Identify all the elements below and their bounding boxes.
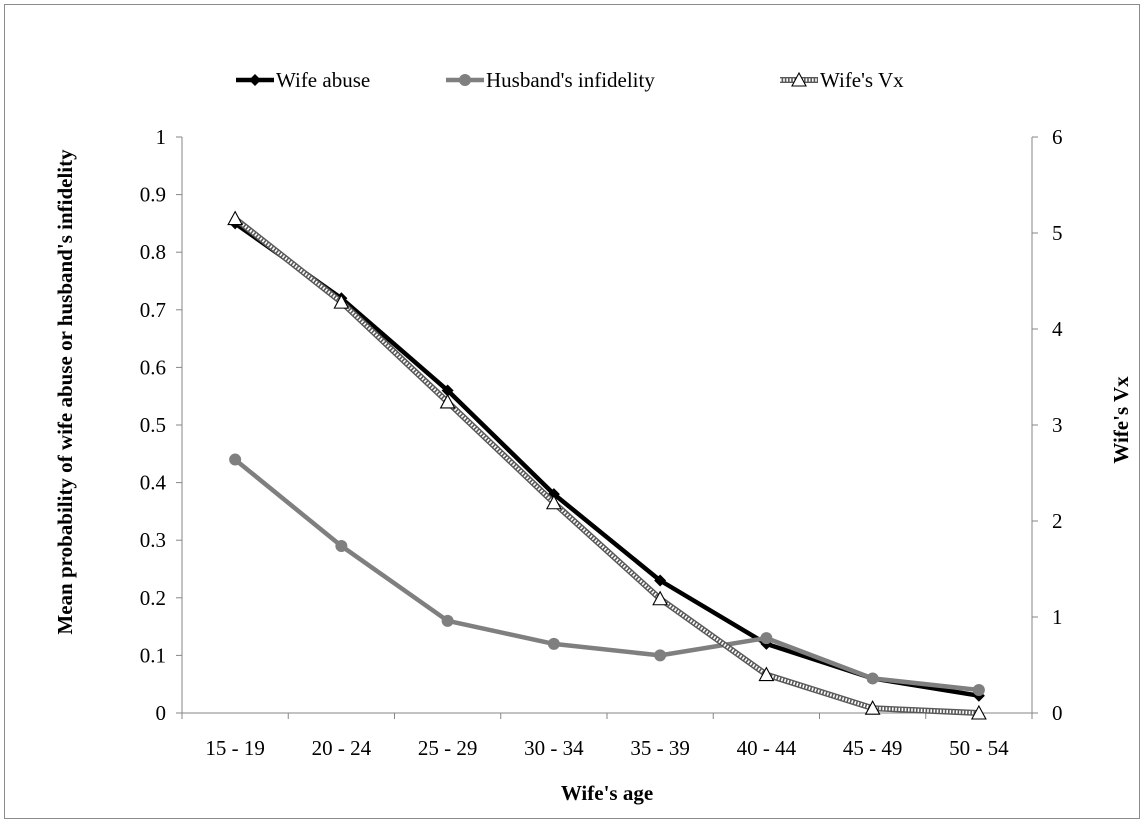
data-point	[545, 494, 562, 510]
y2-tick-label: 2	[1052, 509, 1063, 533]
series-wife-s-vx	[227, 210, 987, 720]
y2-tick-label: 6	[1052, 125, 1063, 149]
data-point	[758, 666, 775, 682]
data-point	[972, 683, 985, 696]
data-point	[229, 453, 242, 466]
data-point	[654, 649, 667, 662]
data-point	[439, 393, 456, 409]
y2-tick-label: 5	[1052, 221, 1063, 245]
series-line-pattern	[234, 217, 979, 715]
x-tick-label: 15 - 19	[205, 736, 265, 760]
x-tick-label: 25 - 29	[418, 736, 478, 760]
legend-marker	[249, 74, 261, 86]
x-tick-label: 30 - 34	[524, 736, 584, 760]
y-tick-label: 0.9	[140, 183, 166, 207]
y-tick-label: 0.7	[140, 298, 166, 322]
series-line	[233, 457, 980, 693]
data-point	[335, 539, 348, 552]
y-tick-label: 1	[156, 125, 167, 149]
y2-tick-label: 4	[1052, 317, 1063, 341]
y-tick-label: 0.4	[140, 471, 167, 495]
legend-label: Wife abuse	[276, 68, 370, 92]
y-tick-label: 0.2	[140, 586, 166, 610]
series-layer	[227, 210, 987, 720]
x-tick-label: 35 - 39	[630, 736, 690, 760]
legend-label: Wife's Vx	[820, 68, 904, 92]
series-line	[233, 221, 980, 698]
y-tick-label: 0	[156, 701, 167, 725]
data-point	[441, 384, 454, 397]
data-point	[333, 293, 350, 309]
x-tick-label: 40 - 44	[737, 736, 797, 760]
chart-frame	[4, 4, 1140, 819]
legend-item: Wife abuse	[236, 68, 370, 92]
y-axis-title: Mean probability of wife abuse or husban…	[53, 149, 77, 635]
data-point	[654, 574, 667, 587]
y-tick-label: 0.3	[140, 528, 166, 552]
y-tick-label: 0.8	[140, 240, 166, 264]
data-point	[652, 590, 669, 606]
series-line	[233, 216, 980, 716]
legend-item: Husband's infidelity	[446, 68, 655, 92]
legend-label: Husband's infidelity	[486, 68, 655, 92]
data-point	[227, 210, 244, 226]
data-point	[866, 672, 879, 685]
x-tick-label: 20 - 24	[312, 736, 372, 760]
x-axis-title: Wife's age	[561, 781, 653, 805]
legend-item: Wife's Vx	[780, 68, 904, 92]
data-point	[760, 632, 773, 645]
data-point	[547, 637, 560, 650]
series-husband-s-infidelity	[229, 453, 985, 696]
y-tick-label: 0.5	[140, 413, 166, 437]
y2-axis-title: Wife's Vx	[1109, 376, 1133, 464]
legend-marker	[791, 71, 807, 87]
legend: Wife abuse Husband's infidelity Wife's Vx	[236, 68, 904, 92]
series-wife-abuse	[229, 217, 985, 702]
y2-tick-label: 1	[1052, 605, 1063, 629]
data-point	[441, 614, 454, 627]
data-point	[970, 704, 987, 720]
x-tick-label: 50 - 54	[949, 736, 1009, 760]
y-tick-label: 0.6	[140, 355, 166, 379]
x-tick-label: 45 - 49	[843, 736, 903, 760]
y-tick-label: 0.1	[140, 643, 166, 667]
y2-tick-label: 3	[1052, 413, 1063, 437]
axes: 0 0.1 0.2 0.3 0.4 0.5 0.6 0.7 0.8 0.9 1 0 1 2 3 4 5 6 15 -…	[140, 125, 1063, 760]
data-point	[864, 700, 881, 715]
y2-tick-label: 0	[1052, 701, 1063, 725]
legend-marker	[459, 74, 471, 86]
